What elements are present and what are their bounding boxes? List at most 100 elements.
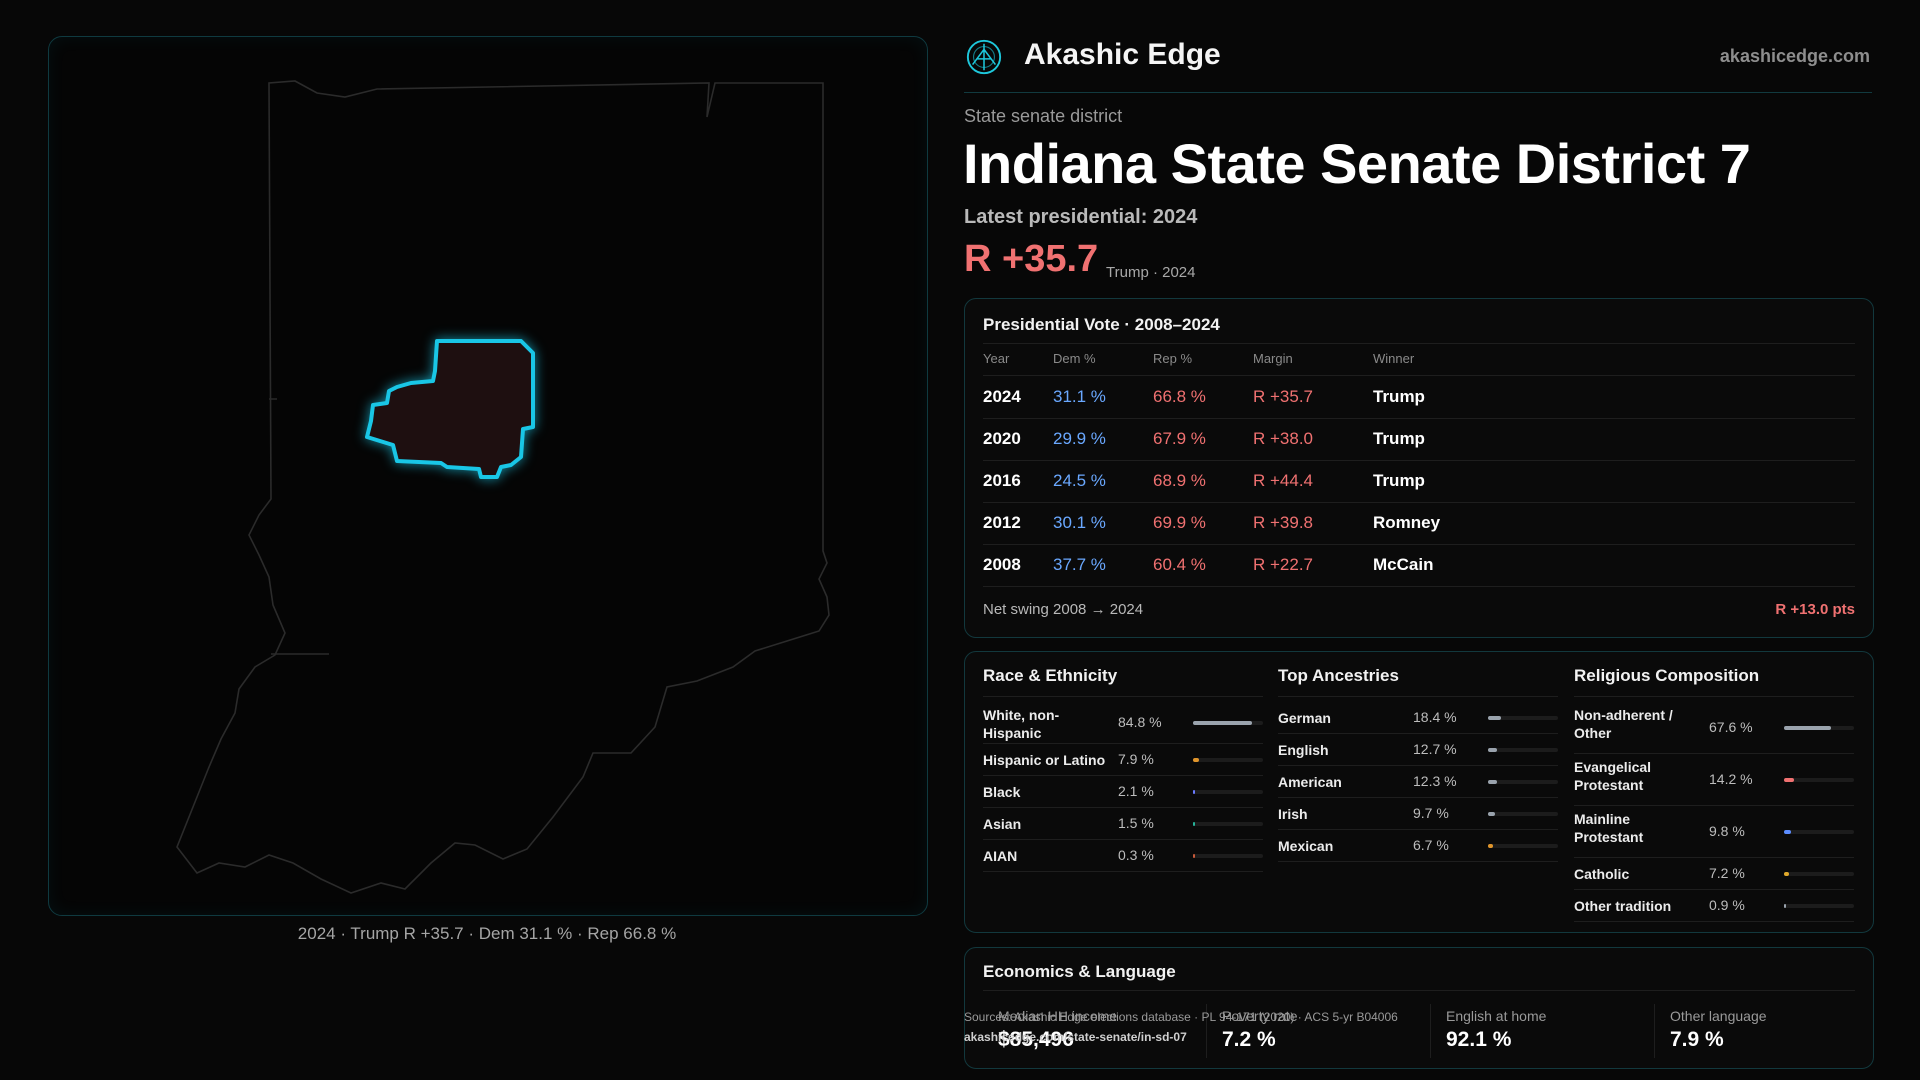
item-label: Asian bbox=[983, 816, 1022, 832]
divider bbox=[983, 586, 1855, 587]
divider bbox=[1278, 797, 1558, 798]
item-percent: 67.6 % bbox=[1709, 719, 1753, 735]
net-swing-label: Net swing 2008 → 2024 bbox=[983, 601, 1144, 618]
item-percent: 14.2 % bbox=[1709, 771, 1753, 787]
item-bar-track bbox=[1784, 778, 1854, 782]
cell-margin: R +44.4 bbox=[1253, 471, 1314, 490]
item-label: Non-adherent / Other bbox=[1574, 707, 1673, 741]
econ-label: Median HH income bbox=[998, 1008, 1118, 1024]
econ-stat-poverty: Poverty rate 7.2 % bbox=[1222, 1008, 1297, 1052]
item-percent: 9.8 % bbox=[1709, 823, 1745, 839]
divider bbox=[1574, 889, 1854, 890]
item-label: Black bbox=[983, 784, 1021, 800]
item-bar-track bbox=[1193, 721, 1263, 725]
race-ethnicity-section: Race & Ethnicity bbox=[983, 666, 1263, 697]
item-bar-fill bbox=[1193, 721, 1252, 725]
brand-logo[interactable] bbox=[965, 38, 1003, 81]
item-percent: 84.8 % bbox=[1118, 714, 1162, 730]
divider bbox=[1278, 861, 1558, 862]
cell-dem: 24.5 % bbox=[1053, 471, 1106, 490]
district-map bbox=[48, 36, 928, 916]
item-bar-track bbox=[1193, 790, 1263, 794]
cell-year: 2008 bbox=[983, 555, 1021, 574]
item-percent: 0.9 % bbox=[1709, 897, 1745, 913]
cell-rep: 68.9 % bbox=[1153, 471, 1206, 490]
religion-item: Non-adherent / Other 67.6 % bbox=[1574, 702, 1854, 754]
divider bbox=[983, 375, 1855, 376]
col-header-dem: Dem % bbox=[1053, 351, 1096, 366]
divider bbox=[983, 775, 1263, 776]
item-bar-track bbox=[1784, 830, 1854, 834]
divider bbox=[1430, 1004, 1431, 1058]
item-bar-fill bbox=[1488, 780, 1497, 784]
religion-item: Other tradition 0.9 % bbox=[1574, 890, 1854, 922]
cell-winner: Trump bbox=[1373, 387, 1425, 406]
ancestry-title: Top Ancestries bbox=[1278, 666, 1399, 685]
item-bar-track bbox=[1193, 822, 1263, 826]
item-percent: 0.3 % bbox=[1118, 847, 1154, 863]
cell-margin: R +38.0 bbox=[1253, 429, 1314, 448]
item-percent: 7.2 % bbox=[1709, 865, 1745, 881]
divider bbox=[1278, 765, 1558, 766]
divider bbox=[983, 807, 1263, 808]
map-caption: 2024 · Trump R +35.7 · Dem 31.1 % · Rep … bbox=[297, 924, 677, 943]
item-label: Other tradition bbox=[1574, 898, 1672, 914]
item-percent: 9.7 % bbox=[1413, 805, 1449, 821]
econ-value: 7.9 % bbox=[1670, 1028, 1724, 1051]
race-item: Asian 1.5 % bbox=[983, 808, 1263, 840]
religion-title: Religious Composition bbox=[1574, 666, 1760, 685]
econ-label: Poverty rate bbox=[1222, 1008, 1298, 1024]
district-7-shape[interactable] bbox=[365, 339, 535, 479]
item-label: Evangelical Protestant bbox=[1574, 759, 1652, 793]
economics-card: Economics & Language Median HH income $8… bbox=[964, 947, 1874, 1069]
item-percent: 12.3 % bbox=[1413, 773, 1457, 789]
cell-winner: Romney bbox=[1373, 513, 1441, 532]
sources-link[interactable]: akashicedge.com/state-senate/in-sd-07 bbox=[964, 1030, 1187, 1044]
divider bbox=[983, 743, 1263, 744]
cell-year: 2024 bbox=[983, 387, 1021, 406]
cell-year: 2016 bbox=[983, 471, 1021, 490]
econ-value: $85,496 bbox=[998, 1028, 1074, 1051]
divider bbox=[983, 343, 1855, 344]
item-bar-track bbox=[1784, 904, 1854, 908]
margin-value: R +35.7 bbox=[964, 238, 1099, 280]
table-row[interactable]: 2020 29.9 % 67.9 % R +38.0 Trump bbox=[965, 419, 1873, 461]
net-swing-value: R +13.0 pts bbox=[1775, 601, 1855, 618]
latest-presidential: Latest presidential: 2024 bbox=[964, 206, 1198, 228]
cell-rep: 69.9 % bbox=[1153, 513, 1206, 532]
item-label: American bbox=[1278, 774, 1342, 790]
item-bar-track bbox=[1488, 748, 1558, 752]
table-row[interactable]: 2008 37.7 % 60.4 % R +22.7 McCain bbox=[965, 545, 1873, 587]
brand-url-link[interactable]: akashicedge.com bbox=[1719, 46, 1870, 66]
item-label: White, non-Hispanic bbox=[983, 707, 1060, 741]
religion-item: Mainline Protestant 9.8 % bbox=[1574, 806, 1854, 858]
ancestry-item: English 12.7 % bbox=[1278, 734, 1558, 766]
economics-title: Economics & Language bbox=[983, 962, 1176, 981]
cell-rep: 60.4 % bbox=[1153, 555, 1206, 574]
item-label: English bbox=[1278, 742, 1329, 758]
item-percent: 7.9 % bbox=[1118, 751, 1154, 767]
item-bar-track bbox=[1488, 716, 1558, 720]
item-bar-fill bbox=[1488, 844, 1493, 848]
item-label: Catholic bbox=[1574, 866, 1630, 882]
divider bbox=[983, 696, 1263, 697]
ancestry-item: Irish 9.7 % bbox=[1278, 798, 1558, 830]
margin-note: Trump · 2024 bbox=[1106, 264, 1196, 281]
sources-footer: Sources: Akashic Edge elections database… bbox=[964, 1007, 1398, 1047]
item-bar-fill bbox=[1488, 716, 1501, 720]
item-bar-fill bbox=[1784, 904, 1786, 908]
table-row[interactable]: 2012 30.1 % 69.9 % R +39.8 Romney bbox=[965, 503, 1873, 545]
brand-name: Akashic Edge bbox=[1024, 38, 1221, 71]
item-bar-track bbox=[1193, 854, 1263, 858]
district-type: State senate district bbox=[964, 106, 1123, 126]
divider bbox=[983, 544, 1855, 545]
presidential-title: Presidential Vote · 2008–2024 bbox=[983, 315, 1220, 334]
cell-margin: R +35.7 bbox=[1253, 387, 1314, 406]
cell-margin: R +22.7 bbox=[1253, 555, 1314, 574]
cell-dem: 37.7 % bbox=[1053, 555, 1106, 574]
econ-stat-income: Median HH income $85,496 bbox=[998, 1008, 1117, 1052]
table-row[interactable]: 2016 24.5 % 68.9 % R +44.4 Trump bbox=[965, 461, 1873, 503]
econ-label: English at home bbox=[1446, 1008, 1547, 1024]
item-bar-track bbox=[1784, 872, 1854, 876]
table-row[interactable]: 2024 31.1 % 66.8 % R +35.7 Trump bbox=[965, 377, 1873, 419]
